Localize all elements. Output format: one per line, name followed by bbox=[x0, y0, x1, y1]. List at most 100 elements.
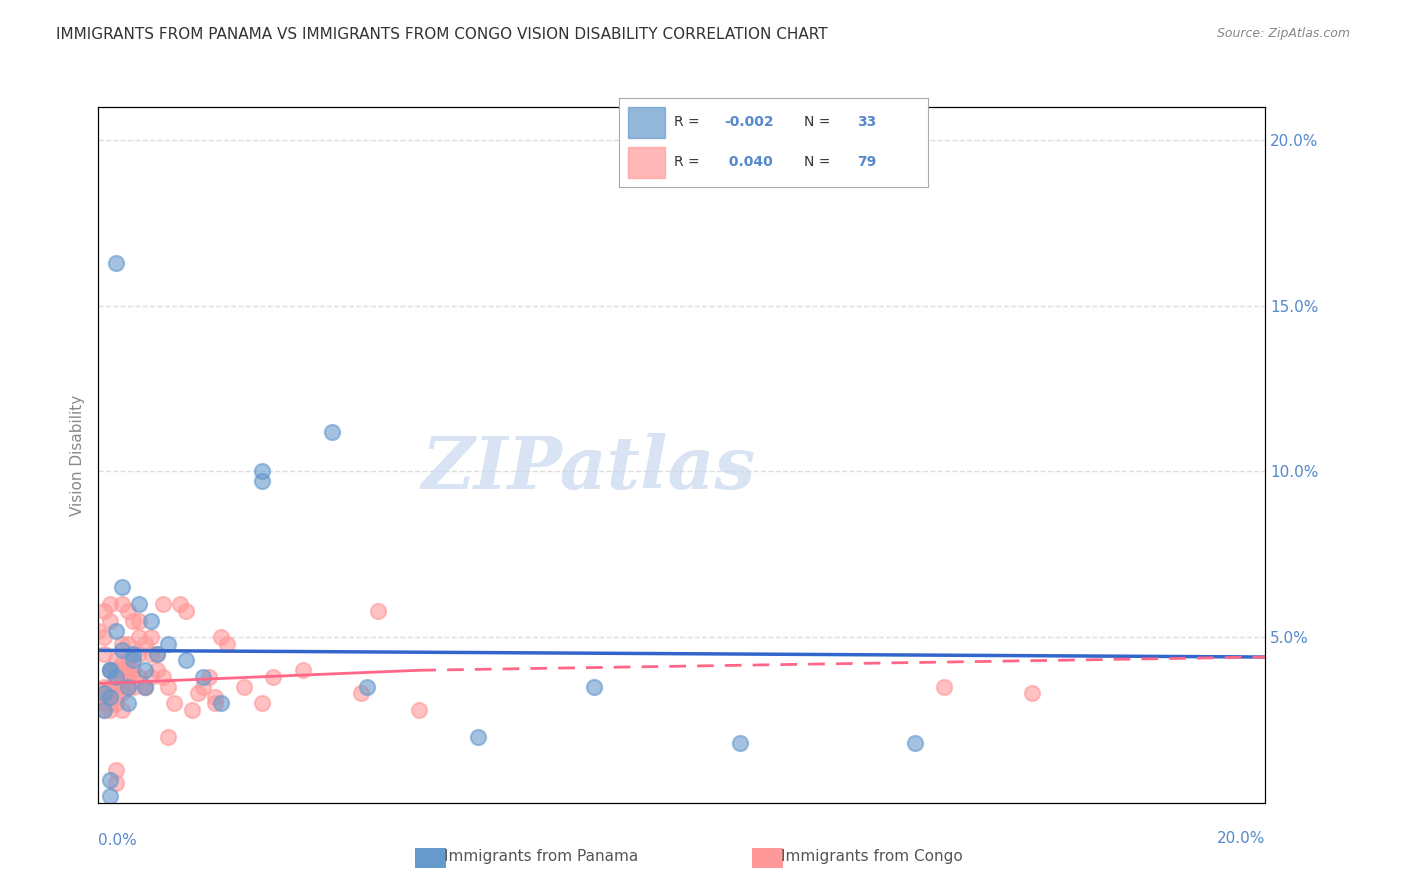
Text: N =: N = bbox=[804, 115, 835, 129]
Point bbox=[157, 730, 180, 744]
Point bbox=[146, 663, 169, 677]
Text: -0.002: -0.002 bbox=[724, 115, 773, 129]
Point bbox=[163, 697, 186, 711]
Point bbox=[250, 465, 273, 479]
Point bbox=[139, 647, 162, 661]
Point bbox=[152, 670, 174, 684]
Bar bbox=[628, 107, 665, 138]
Text: 20.0%: 20.0% bbox=[1218, 831, 1265, 846]
Point bbox=[117, 604, 139, 618]
Point bbox=[583, 680, 606, 694]
Point bbox=[146, 647, 169, 661]
Text: R =: R = bbox=[675, 155, 704, 169]
Point bbox=[204, 697, 226, 711]
Point bbox=[104, 763, 127, 777]
Point bbox=[350, 686, 373, 700]
Point bbox=[146, 647, 169, 661]
Point bbox=[93, 630, 115, 644]
Point bbox=[98, 597, 121, 611]
Point bbox=[93, 703, 115, 717]
Point bbox=[408, 703, 430, 717]
Point bbox=[122, 653, 145, 667]
Point bbox=[291, 663, 314, 677]
Point bbox=[122, 680, 145, 694]
Point bbox=[98, 680, 121, 694]
Point bbox=[193, 680, 215, 694]
Text: 79: 79 bbox=[856, 155, 876, 169]
Point bbox=[134, 663, 156, 677]
Point bbox=[169, 597, 191, 611]
Point bbox=[934, 680, 956, 694]
Point bbox=[193, 670, 215, 684]
Point bbox=[117, 637, 139, 651]
Point bbox=[93, 690, 115, 704]
Point bbox=[104, 670, 127, 684]
Point bbox=[128, 597, 150, 611]
Point bbox=[111, 680, 134, 694]
Point bbox=[117, 680, 139, 694]
Text: Immigrants from Panama: Immigrants from Panama bbox=[444, 849, 638, 863]
Point bbox=[104, 690, 127, 704]
Text: IMMIGRANTS FROM PANAMA VS IMMIGRANTS FROM CONGO VISION DISABILITY CORRELATION CH: IMMIGRANTS FROM PANAMA VS IMMIGRANTS FRO… bbox=[56, 27, 828, 42]
Point bbox=[250, 475, 273, 489]
Point bbox=[104, 670, 127, 684]
Point bbox=[157, 637, 180, 651]
Text: Source: ZipAtlas.com: Source: ZipAtlas.com bbox=[1216, 27, 1350, 40]
Point bbox=[111, 703, 134, 717]
Point bbox=[204, 690, 226, 704]
Point bbox=[139, 670, 162, 684]
Point bbox=[111, 657, 134, 671]
Point bbox=[180, 703, 202, 717]
Point bbox=[117, 697, 139, 711]
Point bbox=[367, 604, 389, 618]
Text: 0.0%: 0.0% bbox=[98, 832, 138, 847]
Point bbox=[111, 581, 134, 595]
Point bbox=[128, 630, 150, 644]
Point bbox=[128, 670, 150, 684]
Point bbox=[321, 425, 343, 439]
Text: N =: N = bbox=[804, 155, 835, 169]
Point bbox=[98, 686, 121, 700]
Point bbox=[104, 256, 127, 270]
Text: ZIPatlas: ZIPatlas bbox=[422, 434, 755, 504]
Point bbox=[87, 690, 110, 704]
Point bbox=[215, 637, 238, 651]
Point bbox=[93, 680, 115, 694]
Point bbox=[157, 680, 180, 694]
Point bbox=[111, 670, 134, 684]
Text: 33: 33 bbox=[856, 115, 876, 129]
Point bbox=[104, 663, 127, 677]
Point bbox=[117, 663, 139, 677]
Point bbox=[98, 663, 121, 677]
Point bbox=[93, 703, 115, 717]
Point bbox=[111, 637, 134, 651]
Point bbox=[98, 663, 121, 677]
Text: Immigrants from Congo: Immigrants from Congo bbox=[780, 849, 963, 863]
Point bbox=[104, 697, 127, 711]
Point bbox=[93, 697, 115, 711]
Point bbox=[128, 647, 150, 661]
Point bbox=[139, 630, 162, 644]
Point bbox=[104, 653, 127, 667]
Point bbox=[93, 686, 115, 700]
Point bbox=[122, 647, 145, 661]
Point bbox=[134, 680, 156, 694]
Point bbox=[111, 643, 134, 657]
Point bbox=[93, 604, 115, 618]
Point bbox=[467, 730, 489, 744]
Point bbox=[152, 597, 174, 611]
Point bbox=[174, 653, 197, 667]
Point bbox=[104, 663, 127, 677]
Point bbox=[98, 772, 121, 787]
Point bbox=[122, 670, 145, 684]
Text: R =: R = bbox=[675, 115, 704, 129]
Point bbox=[111, 686, 134, 700]
Point bbox=[98, 703, 121, 717]
Point bbox=[104, 776, 127, 790]
Point bbox=[250, 697, 273, 711]
Text: 0.040: 0.040 bbox=[724, 155, 772, 169]
Point bbox=[198, 670, 221, 684]
Bar bbox=[628, 147, 665, 178]
Point bbox=[104, 680, 127, 694]
Point bbox=[98, 614, 121, 628]
